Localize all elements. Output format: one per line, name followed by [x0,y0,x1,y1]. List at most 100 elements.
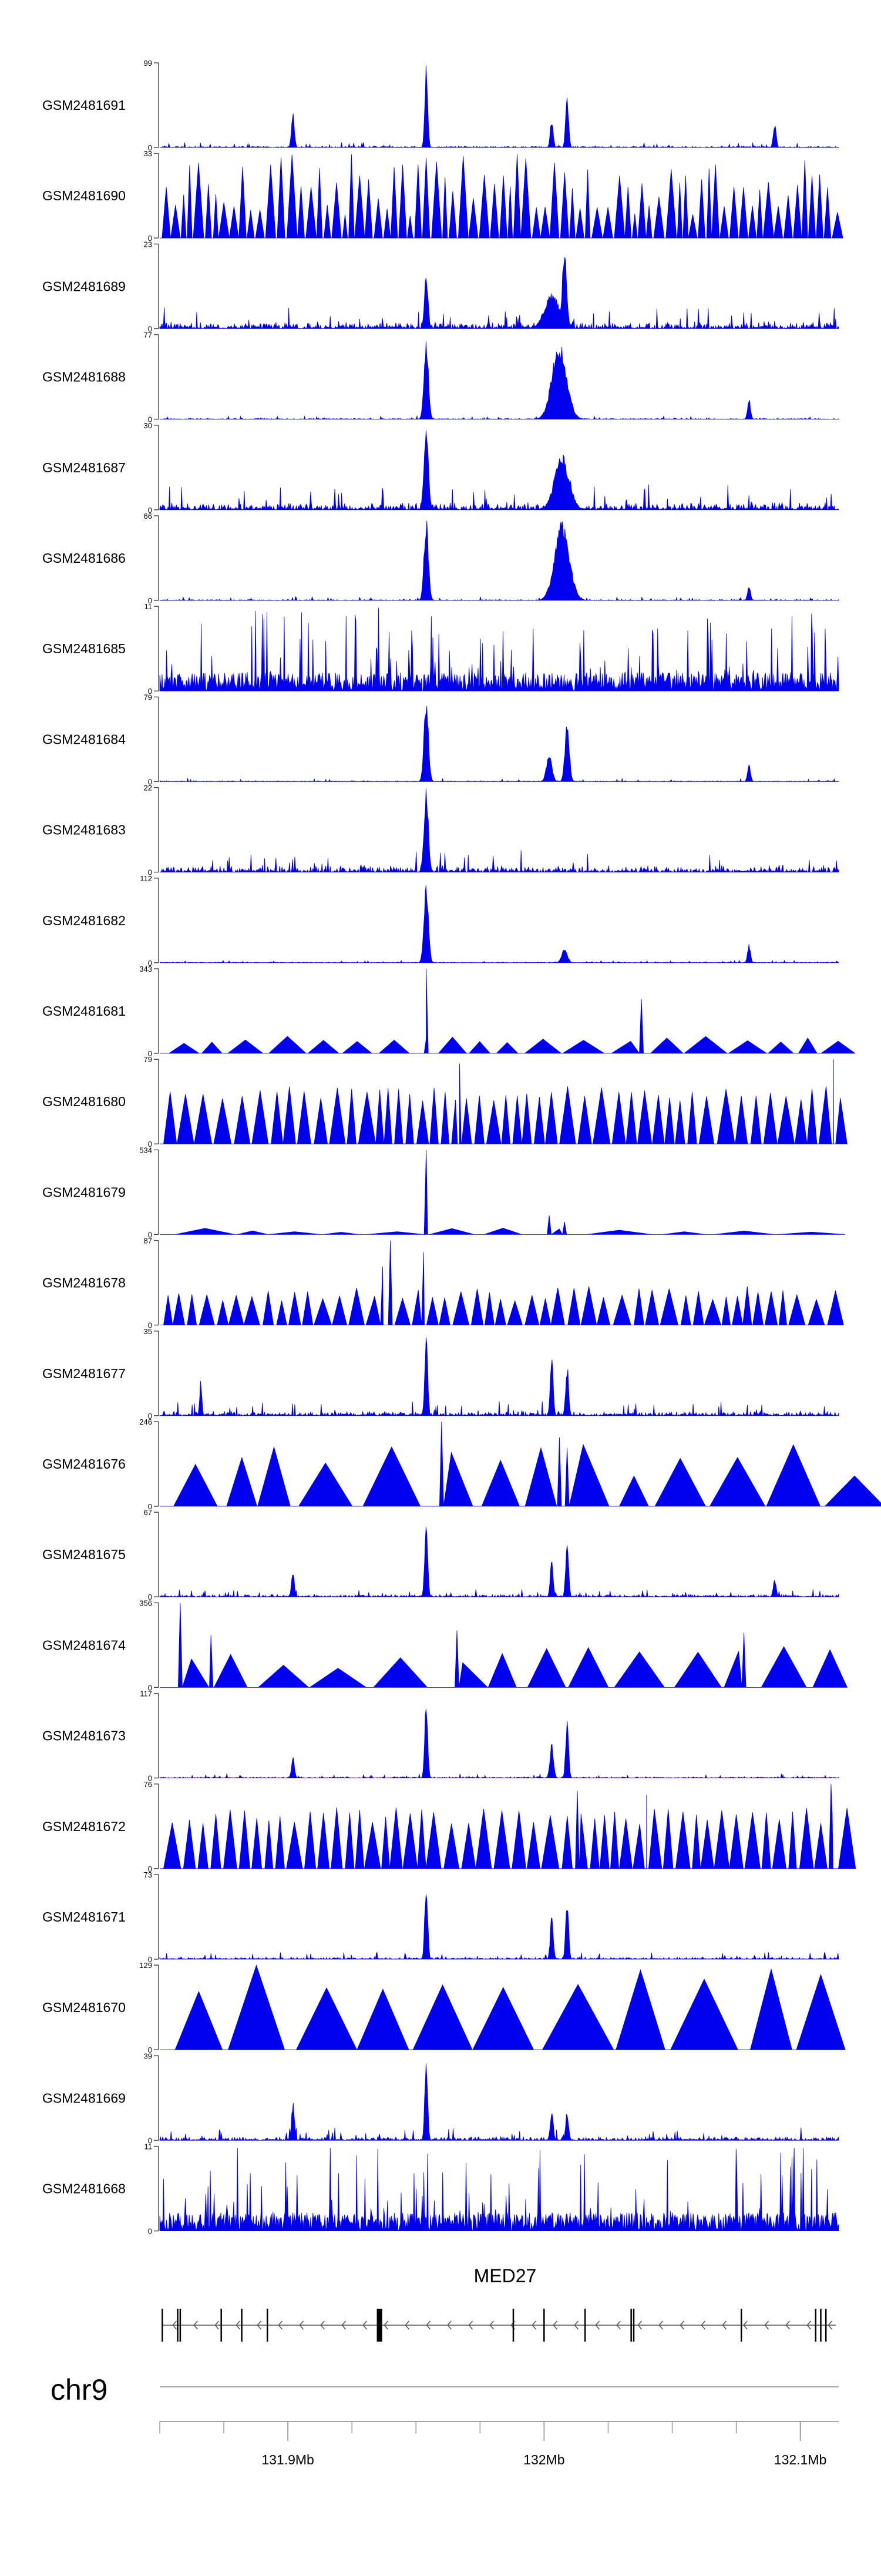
track-ymin-label: 0 [148,2136,152,2145]
exon-mark [177,2309,179,2342]
track-label: GSM2481684 [42,731,126,747]
strand-chevron [764,2320,769,2330]
coverage-area [159,2147,839,2232]
track-ymin-label: 0 [148,1593,152,1601]
coverage-track: GSM2481675 67 0 [42,1508,839,1601]
strand-chevron [806,2320,811,2330]
exon-mark [633,2309,635,2342]
track-label: GSM2481679 [42,1184,126,1200]
strand-chevron [785,2320,790,2330]
coverage-track: GSM2481681 343 0 [42,965,856,1058]
exon-mark [584,2309,586,2342]
track-ymin-label: 0 [148,1412,152,1420]
track-ymax-label: 23 [144,240,152,248]
track-ymin-label: 0 [148,1230,152,1239]
strand-chevron [637,2320,642,2330]
axis-tick-label: 132Mb [523,2452,564,2467]
track-label: GSM2481687 [42,460,126,475]
track-label: GSM2481680 [42,1094,126,1109]
track-ymin-label: 0 [148,234,152,243]
track-label: GSM2481673 [42,1728,126,1744]
track-ymin-label: 0 [148,596,152,605]
track-label: GSM2481682 [42,913,126,928]
strand-chevron [320,2320,325,2330]
track-label: GSM2481681 [42,1003,126,1019]
coverage-track: GSM2481669 39 0 [42,2051,839,2145]
exon-mark [820,2309,822,2342]
track-ymin-label: 0 [148,1774,152,1783]
track-ymax-label: 22 [144,784,152,792]
strand-chevron [701,2320,705,2330]
track-label: GSM2481678 [42,1275,126,1291]
exon-mark [825,2309,827,2342]
coverage-track: GSM2481674 356 0 [42,1598,848,1692]
track-label: GSM2481686 [42,550,126,566]
coverage-area [159,2063,839,2141]
coverage-track: GSM2481687 30 0 [42,421,839,515]
track-label: GSM2481691 [42,98,126,113]
track-ymax-label: 66 [144,512,152,520]
coverage-area [159,706,839,782]
coverage-area [160,1964,846,2050]
strand-chevron [426,2320,431,2330]
strand-chevron [257,2320,261,2330]
coverage-track: GSM2481689 23 0 [42,240,839,333]
exon-mark [220,2309,222,2342]
coverage-track: GSM2481690 33 0 [42,149,843,243]
track-ymax-label: 246 [139,1418,152,1426]
track-label: GSM2481669 [42,2090,126,2105]
track-ymin-label: 0 [148,687,152,696]
exon-mark [378,2309,382,2342]
track-ymax-label: 343 [139,965,152,973]
track-label: GSM2481683 [42,822,126,838]
strand-chevron [468,2320,473,2330]
strand-chevron [193,2320,198,2330]
strand-chevron [743,2320,748,2330]
track-ymax-label: 33 [144,149,152,158]
coverage-track: GSM2481670 129 0 [42,1961,846,2054]
gene-track: MED27 [162,2265,836,2342]
track-ymax-label: 112 [140,874,152,883]
track-ymin-label: 0 [148,777,152,786]
coverage-area [159,1895,839,1960]
strand-chevron [828,2320,832,2330]
exon-mark [376,2309,379,2342]
coverage-track: GSM2481679 534 0 [42,1146,846,1239]
track-ymin-label: 0 [148,1321,152,1330]
track-label: GSM2481676 [42,1456,126,1472]
track-ymax-label: 99 [144,59,152,68]
coverage-track: GSM2481686 66 0 [42,512,839,605]
coverage-track: GSM2481685 11 0 [42,602,839,696]
track-ymax-label: 117 [140,1690,152,1698]
track-label: GSM2481674 [42,1637,126,1653]
coverage-track: GSM2481680 79 0 [42,1055,848,1148]
strand-chevron [362,2320,367,2330]
axis-tick-label: 132.1Mb [774,2452,827,2467]
track-ymax-label: 77 [144,331,152,340]
coverage-area [160,1784,856,1869]
strand-chevron [658,2320,663,2330]
coverage-track: GSM2481678 87 0 [42,1237,844,1330]
strand-chevron [489,2320,494,2330]
track-ymax-label: 87 [144,1237,152,1245]
coverage-track: GSM2481672 76 0 [42,1780,856,1873]
strand-chevron [553,2320,557,2330]
coverage-area [159,520,839,601]
coverage-area [159,885,839,963]
track-ymin-label: 0 [148,1049,152,1058]
track-label: GSM2481688 [42,370,126,385]
exon-mark [162,2309,163,2342]
track-ymax-label: 76 [144,1780,152,1789]
coverage-track: GSM2481671 73 0 [42,1870,839,1964]
coverage-area [160,1059,848,1144]
chromosome-label: chr9 [51,2373,107,2406]
track-ymax-label: 30 [144,421,152,430]
exon-mark [512,2309,515,2342]
track-label: GSM2481677 [42,1366,126,1381]
exon-mark [740,2309,742,2342]
coverage-area [160,968,856,1054]
coverage-area [159,430,839,511]
exon-mark [179,2309,181,2342]
